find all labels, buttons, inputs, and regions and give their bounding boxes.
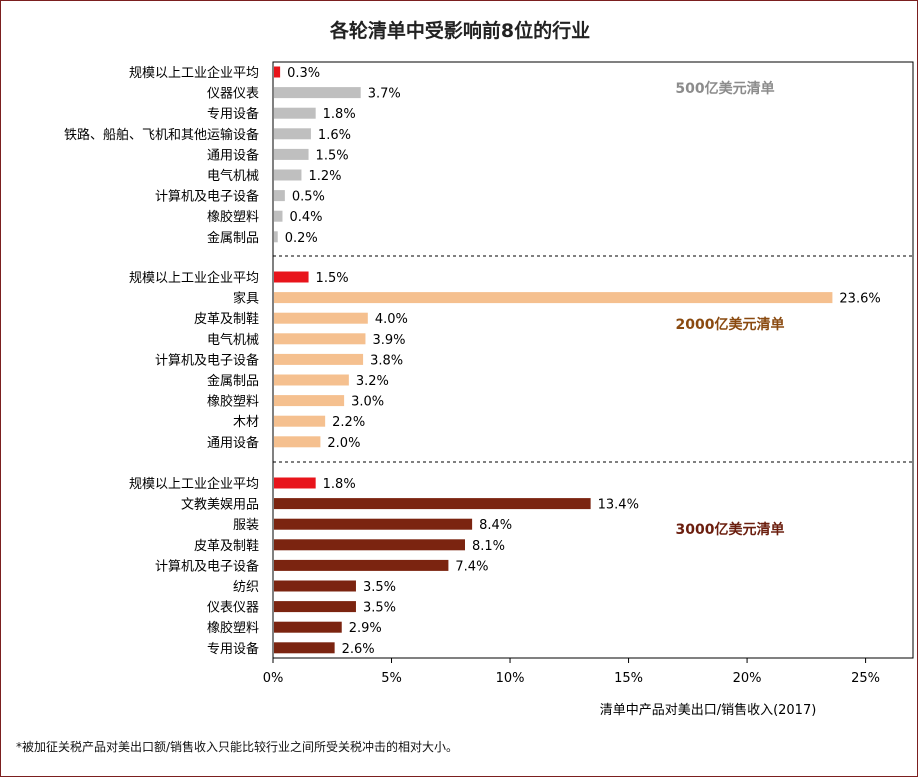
bar [274, 148, 309, 160]
category-label: 电气机械 [207, 168, 259, 184]
category-label: 金属制品 [207, 230, 259, 246]
bar [274, 292, 833, 304]
category-label: 文教美娱用品 [181, 497, 259, 513]
data-label: 1.5% [316, 148, 349, 163]
data-label: 3.5% [363, 601, 396, 616]
data-label: 1.6% [318, 128, 351, 143]
series-label: 2000亿美元清单 [676, 316, 785, 333]
x-axis-label: 清单中产品对美出口/销售收入(2017) [600, 702, 817, 718]
data-label: 0.4% [289, 210, 322, 225]
data-label: 3.5% [363, 580, 396, 595]
category-label: 计算机及电子设备 [155, 189, 259, 205]
data-label: 7.4% [455, 559, 488, 574]
series-label: 500亿美元清单 [675, 80, 774, 97]
bar [274, 312, 368, 324]
plot-area-border [272, 61, 914, 659]
bar [274, 498, 591, 510]
category-label: 服装 [233, 518, 259, 533]
bar [274, 353, 364, 365]
category-label: 专用设备 [207, 106, 259, 122]
data-label: 8.1% [472, 539, 505, 554]
category-label: 规模以上工业企业平均 [129, 65, 259, 81]
bar [274, 87, 361, 99]
category-label: 规模以上工业企业平均 [129, 476, 259, 492]
data-label: 0.2% [285, 231, 318, 246]
category-label: 计算机及电子设备 [155, 558, 259, 574]
data-label: 13.4% [598, 498, 639, 513]
category-label: 橡胶塑料 [207, 209, 259, 225]
data-label: 23.6% [839, 292, 880, 307]
data-label: 8.4% [479, 518, 512, 533]
category-label: 皮革及制鞋 [194, 311, 259, 327]
category-label: 电气机械 [207, 332, 259, 348]
category-label: 纺织 [233, 580, 259, 595]
bar [274, 559, 449, 571]
category-label: 铁路、船舶、飞机和其他运输设备 [64, 127, 259, 143]
bar [274, 190, 285, 202]
bar [274, 621, 342, 633]
chart-title: 各轮清单中受影响前8位的行业 [329, 20, 591, 42]
bar [274, 395, 345, 407]
data-label: 2.6% [342, 642, 375, 657]
bar [274, 518, 473, 530]
data-label: 2.0% [327, 436, 360, 451]
bar [274, 601, 356, 613]
x-tick-label: 25% [851, 671, 880, 686]
category-label: 橡胶塑料 [207, 394, 259, 410]
bar [274, 333, 366, 345]
category-label: 计算机及电子设备 [155, 352, 259, 368]
bar [274, 107, 316, 119]
category-label: 家具 [233, 291, 259, 307]
x-tick-label: 15% [614, 671, 643, 686]
data-label: 3.2% [356, 374, 389, 389]
x-tick-label: 10% [496, 671, 525, 686]
data-label: 0.3% [287, 66, 320, 81]
x-tick-label: 0% [263, 671, 284, 686]
category-label: 木材 [233, 415, 259, 430]
data-label: 1.8% [323, 477, 356, 492]
category-label: 仪表仪器 [207, 601, 259, 616]
bar [274, 580, 356, 592]
bar [274, 66, 281, 78]
data-label: 0.5% [292, 190, 325, 205]
category-label: 通用设备 [207, 435, 259, 451]
data-label: 1.8% [323, 107, 356, 122]
data-label: 2.9% [349, 621, 382, 636]
x-tick-label: 5% [381, 671, 402, 686]
category-label: 橡胶塑料 [207, 620, 259, 636]
bar [274, 210, 283, 222]
bar [274, 374, 349, 386]
bar [274, 169, 302, 181]
data-label: 4.0% [375, 312, 408, 327]
series-label: 3000亿美元清单 [676, 521, 785, 538]
bar [274, 231, 278, 243]
bar [274, 271, 309, 283]
category-label: 通用设备 [207, 147, 259, 163]
data-label: 3.9% [372, 333, 405, 348]
data-label: 1.5% [316, 271, 349, 286]
data-label: 1.2% [308, 169, 341, 184]
x-tick-label: 20% [733, 671, 762, 686]
data-label: 3.8% [370, 353, 403, 368]
data-label: 2.2% [332, 415, 365, 430]
category-label: 金属制品 [207, 373, 259, 389]
bar [274, 128, 311, 140]
data-label: 3.0% [351, 395, 384, 410]
bar [274, 642, 335, 654]
category-label: 仪器仪表 [207, 87, 259, 102]
footnote: *被加征关税产品对美出口额/销售收入只能比较行业之间所受关税冲击的相对大小。 [16, 740, 459, 754]
bar [274, 477, 316, 489]
bar [274, 415, 326, 427]
category-label: 专用设备 [207, 641, 259, 657]
category-label: 皮革及制鞋 [194, 538, 259, 554]
bar [274, 539, 465, 551]
data-label: 3.7% [368, 87, 401, 102]
bar [274, 436, 321, 448]
category-label: 规模以上工业企业平均 [129, 270, 259, 286]
